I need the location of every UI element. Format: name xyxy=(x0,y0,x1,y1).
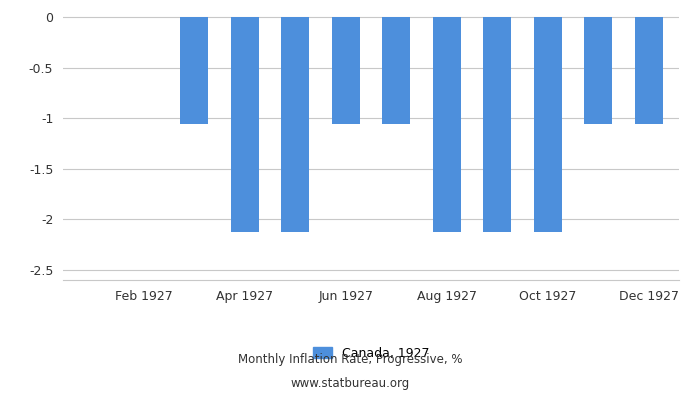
Bar xyxy=(231,17,259,232)
Bar xyxy=(433,17,461,232)
Text: www.statbureau.org: www.statbureau.org xyxy=(290,378,410,390)
Bar xyxy=(281,17,309,232)
Bar xyxy=(382,17,410,124)
Text: Monthly Inflation Rate, Progressive, %: Monthly Inflation Rate, Progressive, % xyxy=(238,354,462,366)
Bar xyxy=(181,17,208,124)
Legend: Canada, 1927: Canada, 1927 xyxy=(313,346,429,360)
Bar xyxy=(483,17,511,232)
Bar xyxy=(635,17,663,124)
Bar xyxy=(534,17,561,232)
Bar xyxy=(584,17,612,124)
Bar xyxy=(332,17,360,124)
